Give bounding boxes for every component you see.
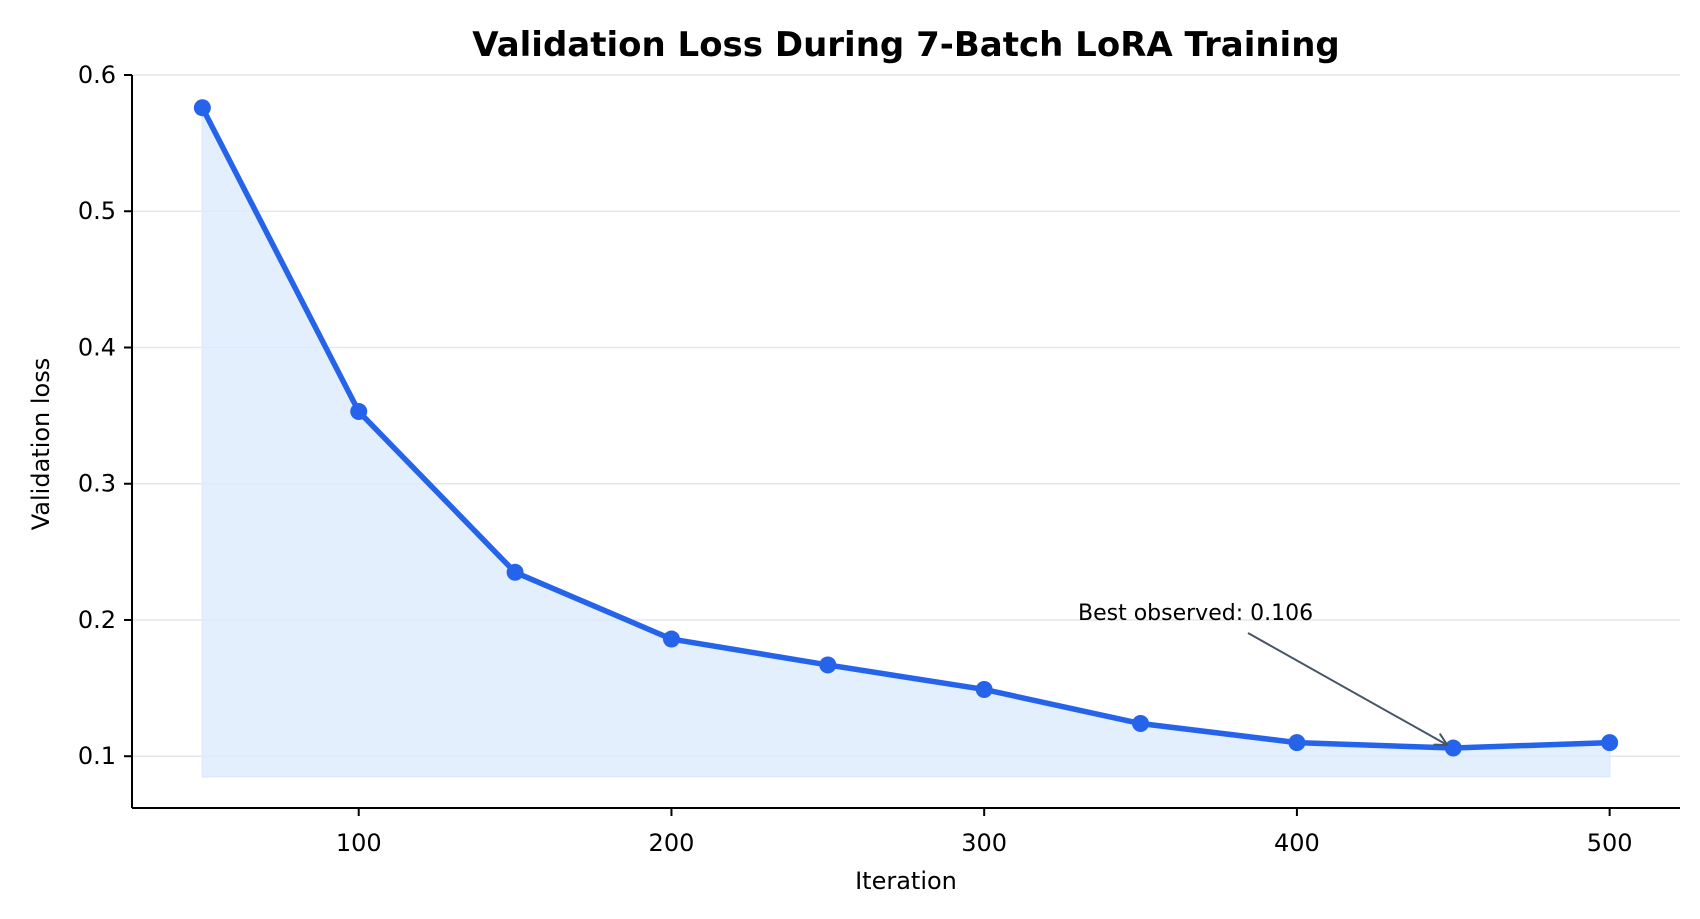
y-tick-label-0: 0.1 bbox=[78, 742, 116, 770]
annotation: Best observed: 0.106 bbox=[1078, 601, 1449, 747]
data-point-4 bbox=[819, 656, 837, 674]
x-tick-label-4: 500 bbox=[1587, 829, 1633, 857]
annotation-arrow-head bbox=[1433, 733, 1449, 747]
y-tick-label-5: 0.6 bbox=[78, 61, 116, 89]
x-tick-label-1: 200 bbox=[649, 829, 695, 857]
y-tick-label-3: 0.4 bbox=[78, 333, 116, 361]
data-point-7 bbox=[1288, 734, 1306, 752]
data-point-0 bbox=[193, 99, 211, 117]
data-point-6 bbox=[1132, 715, 1150, 733]
data-point-5 bbox=[975, 680, 993, 698]
annotation-label: Best observed: 0.106 bbox=[1078, 601, 1313, 626]
axes bbox=[131, 75, 1680, 809]
data-point-2 bbox=[506, 563, 524, 581]
chart-title: Validation Loss During 7-Batch LoRA Trai… bbox=[472, 25, 1340, 65]
series-line bbox=[199, 104, 1613, 751]
ticks: 100 200 300 400 500 0.1 0.2 0.3 0.4 0.5 0.6 bbox=[78, 61, 1633, 857]
point-layer bbox=[193, 99, 1619, 757]
y-tick-label-2: 0.3 bbox=[78, 470, 116, 498]
data-point-3 bbox=[662, 630, 680, 648]
data-point-8 bbox=[1444, 739, 1462, 757]
y-axis-label: Validation loss bbox=[27, 358, 55, 531]
y-tick-label-1: 0.2 bbox=[78, 606, 116, 634]
annotation-arrow-line bbox=[1247, 632, 1448, 746]
x-tick-label-3: 400 bbox=[1274, 829, 1320, 857]
x-tick-label-2: 300 bbox=[961, 829, 1007, 857]
x-axis-label: Iteration bbox=[855, 867, 957, 895]
y-tick-label-4: 0.5 bbox=[78, 197, 116, 225]
data-point-9 bbox=[1601, 734, 1619, 752]
x-tick-label-0: 100 bbox=[336, 829, 382, 857]
data-point-1 bbox=[350, 403, 368, 421]
line-layer bbox=[199, 104, 1613, 751]
